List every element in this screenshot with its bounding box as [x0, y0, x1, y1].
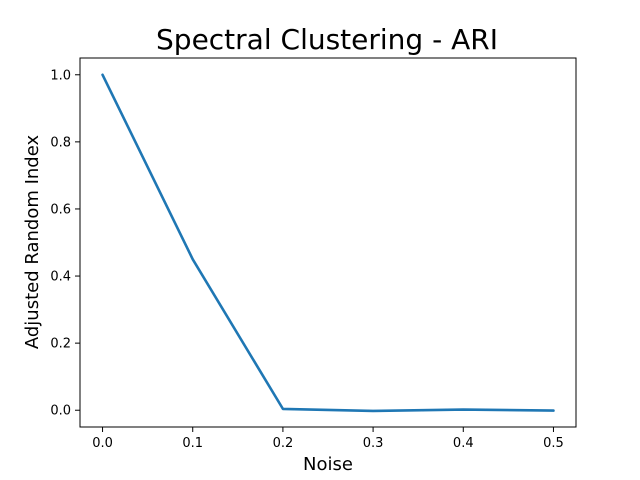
series-line-0: [101, 73, 555, 413]
y-axis-label: Adjusted Random Index: [22, 135, 43, 350]
x-tick-label: 0.2: [273, 436, 294, 451]
x-axis-label: Noise: [303, 454, 353, 475]
chart-title: Spectral Clustering - ARI: [156, 23, 498, 56]
y-tick-label: 0.0: [50, 404, 71, 419]
x-tick-label: 0.5: [543, 436, 564, 451]
y-tick-label: 0.4: [50, 270, 71, 285]
y-tick-label: 0.2: [50, 337, 71, 352]
x-tick-label: 0.0: [92, 436, 113, 451]
y-tick-label: 0.6: [50, 202, 71, 217]
x-tick-label: 0.4: [453, 436, 474, 451]
y-tick-label: 1.0: [50, 68, 71, 83]
x-tick-label: 0.3: [363, 436, 384, 451]
y-tick-label: 0.8: [50, 135, 71, 150]
x-tick-label: 0.1: [182, 436, 203, 451]
axes-frame: [79, 57, 577, 428]
plot-area: 0.0 0.1 0.2 0.3 0.4 0.5 0.0 0.2 0.4 0.6 0.8 1.0: [50, 57, 577, 451]
